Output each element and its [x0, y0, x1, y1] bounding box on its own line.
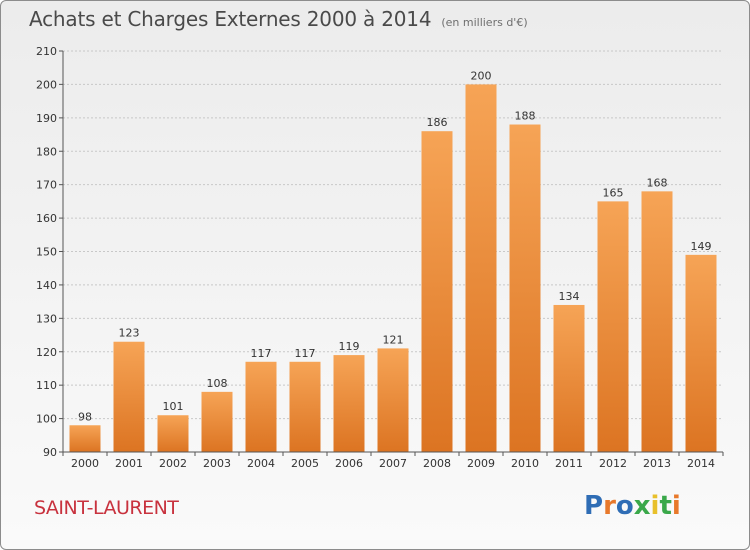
x-tick-label: 2009: [467, 457, 495, 470]
axis-layer: 90 100 110 120 130 140 150 160 170 180 190 200 210 20…: [36, 45, 724, 470]
bar: [157, 415, 189, 452]
bar-value-label: 200: [471, 69, 492, 82]
bar-layer: 98 123 101 108 117 117 119 121 186 200 188 134 165 16…: [69, 69, 717, 453]
y-tick-label: 180: [36, 145, 57, 158]
bar: [597, 201, 629, 452]
proxiti-logo[interactable]: Proxiti: [584, 491, 681, 521]
bar: [69, 425, 101, 452]
x-tick-label: 2002: [159, 457, 187, 470]
y-tick-label: 170: [36, 179, 57, 192]
bar-value-label: 119: [339, 340, 360, 353]
bar-value-label: 134: [559, 290, 580, 303]
x-tick-label: 2000: [71, 457, 99, 470]
chart-unit: (en milliers d'€): [441, 16, 528, 29]
y-tick-label: 190: [36, 112, 57, 125]
bar: [553, 304, 585, 452]
bar: [201, 391, 233, 452]
logo-letter: P: [584, 491, 604, 521]
x-tick-label: 2004: [247, 457, 275, 470]
logo-letter: t: [659, 491, 672, 521]
bar-value-label: 165: [603, 186, 624, 199]
logo-letter: o: [615, 491, 634, 521]
x-tick-label: 2005: [291, 457, 319, 470]
city-name: SAINT-LAURENT: [34, 497, 179, 519]
bar-value-label: 121: [383, 333, 404, 346]
y-tick-label: 160: [36, 212, 57, 225]
bar: [465, 84, 497, 453]
y-tick-label: 120: [36, 346, 57, 359]
y-tick-label: 210: [36, 45, 57, 58]
bar-value-label: 117: [251, 347, 272, 360]
y-tick-label: 130: [36, 312, 57, 325]
logo-letter: x: [633, 491, 651, 521]
bar-value-label: 101: [163, 400, 184, 413]
bar-value-label: 188: [515, 110, 536, 123]
bar: [641, 191, 673, 452]
bar: [509, 124, 541, 453]
bar: [377, 348, 409, 452]
bar-value-label: 98: [78, 410, 92, 423]
bar: [333, 355, 365, 452]
x-tick-label: 2007: [379, 457, 407, 470]
x-tick-label: 2010: [511, 457, 539, 470]
bar-value-label: 123: [119, 327, 140, 340]
bar-value-label: 168: [647, 176, 668, 189]
bar: [421, 131, 453, 452]
x-tick-label: 2013: [643, 457, 671, 470]
y-tick-label: 110: [36, 379, 57, 392]
y-tick-label: 150: [36, 246, 57, 259]
bar: [289, 361, 321, 452]
y-tick-label: 140: [36, 279, 57, 292]
y-tick-label: 90: [43, 446, 57, 459]
logo-letter: i: [650, 491, 660, 521]
bar: [685, 254, 717, 452]
bar: [245, 361, 277, 452]
bar: [113, 341, 145, 452]
x-tick-label: 2014: [687, 457, 715, 470]
bar-value-label: 149: [691, 240, 712, 253]
x-tick-label: 2012: [599, 457, 627, 470]
logo-letter: i: [671, 491, 681, 521]
x-tick-label: 2003: [203, 457, 231, 470]
y-tick-label: 100: [36, 413, 57, 426]
y-tick-label: 200: [36, 78, 57, 91]
x-tick-label: 2001: [115, 457, 143, 470]
x-tick-label: 2011: [555, 457, 583, 470]
bar-value-label: 186: [427, 116, 448, 129]
x-tick-label: 2008: [423, 457, 451, 470]
bar-value-label: 108: [207, 377, 228, 390]
bar-value-label: 117: [295, 347, 316, 360]
chart-title: Achats et Charges Externes 2000 à 2014: [29, 7, 432, 31]
logo-letter: r: [603, 491, 616, 521]
x-tick-label: 2006: [335, 457, 363, 470]
title-row: Achats et Charges Externes 2000 à 2014 (e…: [29, 7, 528, 31]
